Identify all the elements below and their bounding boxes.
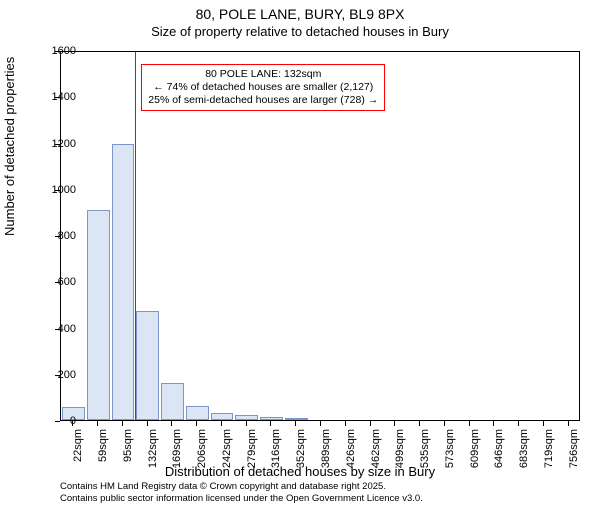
x-tick-label: 573sqm [444,429,456,469]
x-tick-label: 646sqm [493,429,505,469]
x-tick-label: 316sqm [270,429,282,469]
y-tick-mark [55,421,60,422]
x-tick-mark [444,421,445,426]
x-tick-label: 683sqm [518,429,530,469]
x-tick-label: 389sqm [320,429,332,469]
x-tick-label: 22sqm [72,429,84,469]
x-tick-label: 499sqm [394,429,406,469]
histogram-bar [235,415,258,420]
y-tick-mark [55,51,60,52]
x-tick-label: 169sqm [171,429,183,469]
x-axis-label: Distribution of detached houses by size … [0,464,600,479]
callout-box: 80 POLE LANE: 132sqm← 74% of detached ho… [141,64,385,111]
x-tick-mark [419,421,420,426]
y-axis-label: Number of detached properties [2,57,17,236]
x-tick-mark [345,421,346,426]
x-tick-mark [147,421,148,426]
x-tick-mark [469,421,470,426]
attribution-line-2: Contains public sector information licen… [60,493,423,504]
x-tick-mark [568,421,569,426]
y-tick-mark [55,329,60,330]
histogram-bar [260,417,283,420]
x-tick-mark [196,421,197,426]
x-tick-label: 95sqm [122,429,134,469]
x-tick-mark [221,421,222,426]
x-tick-mark [122,421,123,426]
chart-title: 80, POLE LANE, BURY, BL9 8PX [0,6,600,22]
x-tick-label: 719sqm [543,429,555,469]
attribution-text: Contains HM Land Registry data © Crown c… [60,481,423,504]
callout-line-3: 25% of semi-detached houses are larger (… [148,94,378,107]
x-tick-mark [97,421,98,426]
histogram-bar [285,418,308,420]
x-tick-mark [72,421,73,426]
callout-line-2: ← 74% of detached houses are smaller (2,… [148,81,378,94]
histogram-bar [112,144,135,420]
x-tick-label: 462sqm [370,429,382,469]
x-tick-label: 206sqm [196,429,208,469]
x-tick-label: 59sqm [97,429,109,469]
x-tick-label: 242sqm [221,429,233,469]
x-tick-mark [171,421,172,426]
x-tick-mark [246,421,247,426]
x-tick-label: 535sqm [419,429,431,469]
histogram-bar [186,406,209,420]
y-tick-mark [55,144,60,145]
attribution-line-1: Contains HM Land Registry data © Crown c… [60,481,423,492]
y-tick-mark [55,236,60,237]
x-tick-label: 279sqm [246,429,258,469]
y-tick-mark [55,190,60,191]
histogram-bar [211,413,234,420]
x-tick-mark [493,421,494,426]
x-tick-label: 756sqm [568,429,580,469]
x-tick-mark [320,421,321,426]
callout-line-1: 80 POLE LANE: 132sqm [148,68,378,81]
x-tick-mark [270,421,271,426]
x-tick-mark [394,421,395,426]
x-tick-label: 426sqm [345,429,357,469]
y-tick-mark [55,375,60,376]
histogram-bar [87,210,110,420]
x-tick-mark [518,421,519,426]
reference-marker-line [135,52,136,420]
histogram-bar [161,383,184,420]
x-tick-label: 352sqm [295,429,307,469]
plot-area: 80 POLE LANE: 132sqm← 74% of detached ho… [60,51,580,421]
x-tick-mark [295,421,296,426]
y-tick-mark [55,97,60,98]
histogram-bar [136,311,159,420]
x-tick-mark [543,421,544,426]
y-tick-mark [55,282,60,283]
chart-subtitle: Size of property relative to detached ho… [0,24,600,39]
x-tick-mark [370,421,371,426]
x-tick-label: 609sqm [469,429,481,469]
x-tick-label: 132sqm [147,429,159,469]
